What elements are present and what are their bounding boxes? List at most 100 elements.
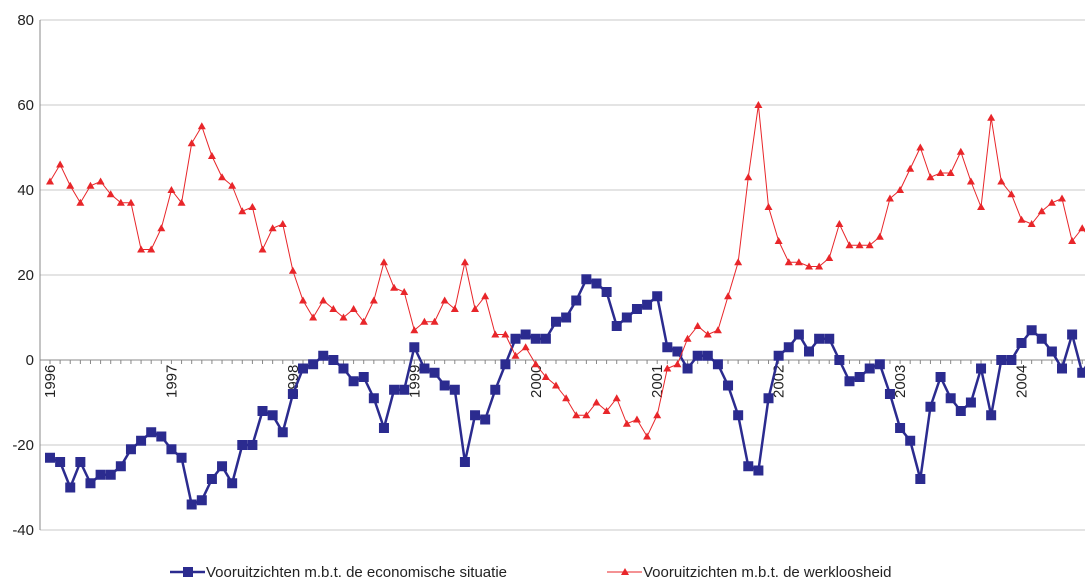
marker [855, 241, 864, 249]
marker [1016, 338, 1027, 348]
marker [197, 122, 206, 130]
marker [510, 333, 521, 344]
x-tick-label: 2003 [892, 365, 909, 398]
y-tick-label: 0 [26, 352, 34, 369]
marker [338, 363, 349, 374]
marker [206, 474, 217, 484]
marker [177, 198, 186, 206]
marker [288, 266, 297, 274]
marker [1027, 220, 1036, 227]
marker [946, 169, 955, 176]
marker [368, 393, 379, 404]
marker [631, 304, 642, 314]
marker [561, 312, 572, 323]
marker [530, 333, 541, 344]
marker [572, 411, 581, 419]
marker [805, 262, 813, 270]
marker [258, 245, 267, 253]
marker [642, 299, 653, 310]
marker [825, 254, 834, 261]
marker [724, 292, 733, 300]
marker [814, 333, 825, 344]
y-tick-label: 20 [17, 267, 34, 284]
marker [237, 440, 248, 450]
marker [1078, 224, 1085, 232]
marker [552, 381, 560, 389]
marker [490, 384, 501, 395]
marker [875, 232, 884, 240]
x-tick-label: 1997 [163, 365, 180, 398]
y-tick-label: -20 [12, 437, 34, 454]
marker [329, 305, 338, 312]
marker [551, 316, 561, 327]
marker [713, 326, 722, 334]
marker [844, 376, 855, 387]
marker [936, 169, 945, 176]
marker [1026, 325, 1037, 336]
marker [703, 330, 712, 338]
x-tick-label: 1999 [406, 365, 423, 398]
marker [511, 351, 520, 359]
legend-label: Vooruitzichten m.b.t. de economische sit… [206, 564, 507, 581]
marker [359, 317, 368, 325]
marker [845, 241, 854, 249]
marker [693, 322, 702, 329]
marker [652, 291, 663, 302]
marker [459, 457, 470, 467]
marker [248, 203, 257, 210]
marker [672, 346, 683, 357]
marker [470, 410, 481, 421]
marker [582, 411, 591, 419]
marker [865, 241, 874, 249]
marker [299, 296, 307, 304]
marker [218, 173, 227, 181]
marker [186, 499, 197, 510]
marker [926, 173, 935, 181]
marker [501, 330, 510, 338]
marker [1046, 346, 1057, 357]
marker [784, 258, 793, 266]
marker [228, 181, 237, 189]
marker [348, 376, 359, 387]
marker [743, 461, 754, 472]
marker [1058, 194, 1066, 202]
marker [238, 207, 247, 215]
series-line [49, 104, 1085, 438]
marker [399, 384, 410, 395]
marker [430, 317, 439, 325]
marker [146, 427, 157, 438]
marker [723, 380, 734, 391]
marker [115, 461, 126, 472]
marker [339, 313, 348, 321]
marker [793, 329, 804, 340]
marker [895, 423, 906, 433]
marker [66, 181, 75, 189]
marker [864, 363, 875, 374]
marker [562, 394, 571, 402]
marker [1077, 367, 1085, 378]
marker [105, 469, 116, 480]
marker [287, 389, 298, 399]
marker [884, 389, 895, 399]
marker [601, 287, 612, 297]
x-tick-label: 2004 [1014, 365, 1031, 398]
marker [157, 224, 166, 232]
y-tick-label: 60 [17, 97, 34, 114]
marker [906, 164, 915, 172]
marker [56, 160, 65, 168]
marker [935, 372, 946, 382]
marker [804, 346, 814, 357]
marker [916, 143, 925, 151]
marker [95, 469, 106, 480]
marker [774, 237, 783, 244]
marker [298, 363, 308, 374]
marker [824, 333, 835, 344]
marker [440, 296, 449, 304]
marker [996, 355, 1007, 365]
marker [773, 350, 784, 361]
y-tick-label: -40 [12, 522, 34, 539]
marker [702, 350, 713, 361]
marker [55, 457, 66, 467]
marker [712, 359, 723, 370]
marker [471, 305, 480, 312]
